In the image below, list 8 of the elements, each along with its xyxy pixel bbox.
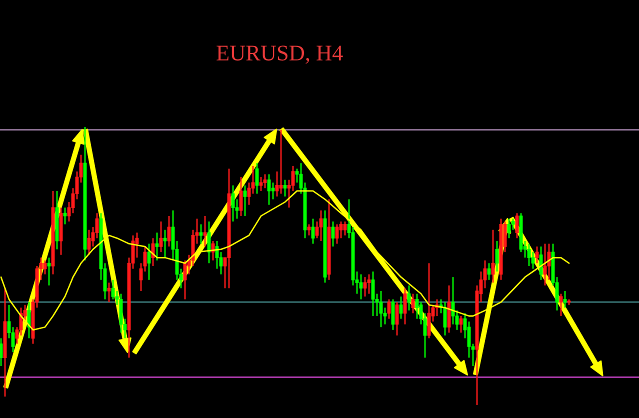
candlestick <box>559 293 563 317</box>
candlestick <box>0 338 3 367</box>
candlestick <box>315 220 319 239</box>
candlestick <box>251 165 255 194</box>
chart-title: EURUSD, H4 <box>216 46 343 64</box>
candlestick <box>275 170 279 198</box>
candlestick <box>535 246 539 264</box>
candlestick <box>243 184 247 217</box>
